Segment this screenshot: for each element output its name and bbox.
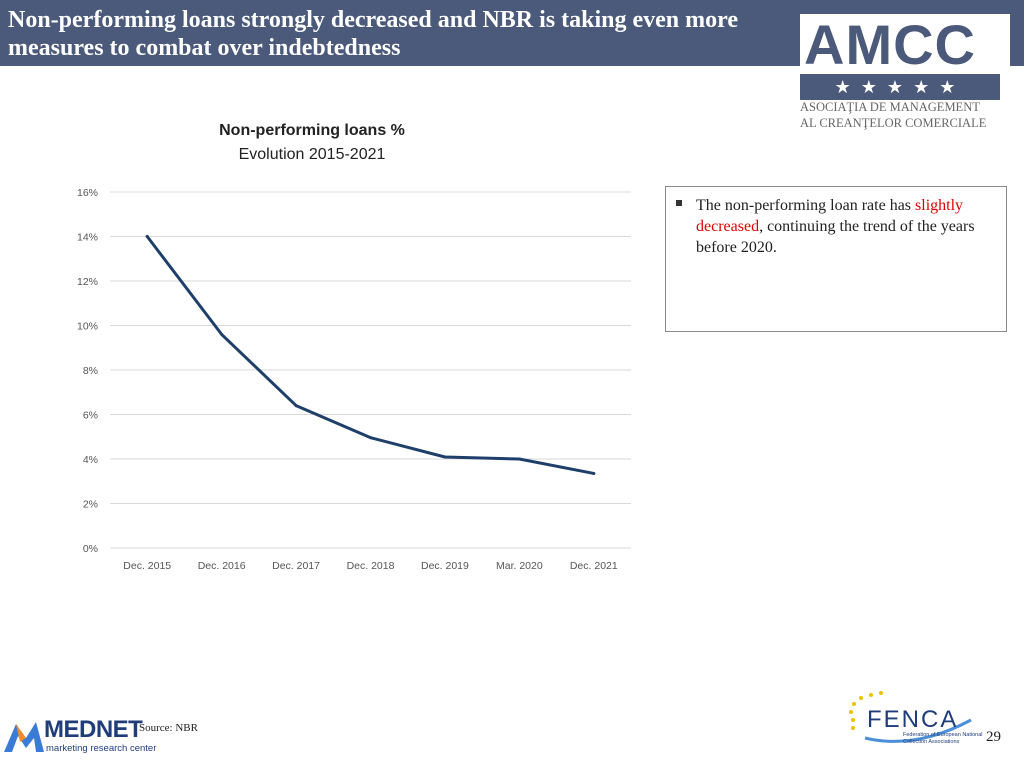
chart-y-axis: 0% 2% 4% 6% 8% 10% 12% 14% 16%	[77, 187, 98, 555]
amcc-subtitle-line1: ASOCIAŢIA DE MANAGEMENT	[800, 100, 980, 114]
fenca-stars-swoosh-icon	[849, 691, 972, 743]
data-point	[220, 332, 224, 336]
chart-x-axis: Dec. 2015 Dec. 2016 Dec. 2017 Dec. 2018 Dec.…	[123, 560, 618, 572]
x-tick-label: Dec. 2021	[570, 560, 618, 572]
y-tick-label: 8%	[83, 365, 98, 377]
note-box: The non-performing loan rate has slightl…	[665, 186, 1007, 332]
source-note: Source: NBR	[139, 722, 198, 734]
x-tick-label: Dec. 2019	[421, 560, 469, 572]
data-point	[294, 404, 298, 408]
bullet-icon	[676, 200, 682, 206]
amcc-stars: ★★★★★	[800, 74, 1000, 100]
x-tick-label: Dec. 2015	[123, 560, 171, 572]
x-tick-label: Dec. 2016	[198, 560, 246, 572]
slide-title: Non-performing loans strongly decreased …	[8, 7, 739, 61]
data-point	[145, 235, 149, 238]
fenca-tagline: Federation of European National Collecti…	[903, 732, 983, 745]
data-point	[517, 457, 521, 461]
page-number: 29	[986, 729, 1001, 745]
note-text-after: , continuing the trend of the years befo…	[696, 218, 975, 256]
y-tick-label: 14%	[77, 232, 98, 244]
mednet-tagline: marketing research center	[46, 743, 157, 754]
x-tick-label: Mar. 2020	[496, 560, 543, 572]
data-point	[369, 436, 372, 440]
y-tick-label: 12%	[77, 276, 98, 288]
note-text-before: The non-performing loan rate has	[696, 197, 916, 214]
y-tick-label: 4%	[83, 454, 98, 466]
mednet-name: MEDNET	[44, 716, 143, 743]
amcc-logo: AMCC ★★★★★ ASOCIAŢIA DE MANAGEMENT AL CR…	[800, 14, 1010, 134]
data-point	[443, 455, 447, 459]
data-point	[592, 471, 596, 475]
mednet-m-icon	[4, 722, 44, 752]
x-tick-label: Dec. 2017	[272, 560, 320, 572]
fenca-logo: FENCA Federation of European National Co…	[845, 690, 983, 750]
note-highlight: slightly decreased	[696, 197, 964, 235]
amcc-subtitle-line2: AL CREANŢELOR COMERCIALE	[800, 116, 987, 130]
y-tick-label: 0%	[83, 543, 98, 555]
mednet-logo: MEDNET marketing research center	[2, 716, 156, 756]
chart-title: Non-performing loans %	[219, 122, 405, 139]
y-tick-label: 16%	[77, 187, 98, 199]
note-text: The non-performing loan rate has slightl…	[696, 195, 1001, 258]
x-tick-label: Dec. 2018	[347, 560, 395, 572]
chart-series	[145, 235, 596, 475]
y-tick-label: 2%	[83, 499, 98, 511]
chart-gridlines	[110, 191, 631, 549]
fenca-name: FENCA	[867, 706, 959, 733]
chart-subtitle: Evolution 2015-2021	[238, 146, 386, 163]
y-tick-label: 10%	[77, 321, 98, 333]
y-tick-label: 6%	[83, 410, 98, 422]
amcc-logo-name: AMCC	[804, 13, 976, 76]
